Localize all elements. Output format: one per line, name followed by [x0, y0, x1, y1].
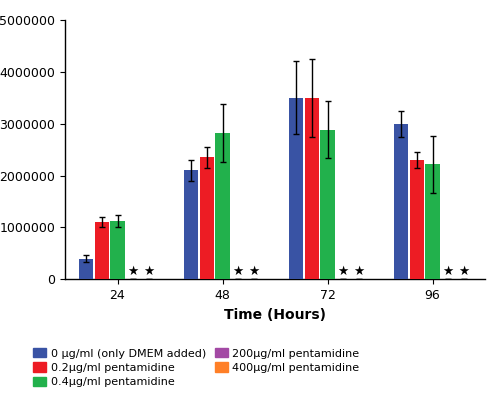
Bar	[289, 98, 303, 279]
Bar	[394, 124, 408, 279]
X-axis label: Time (Hours): Time (Hours)	[224, 308, 326, 322]
Text: ★: ★	[232, 265, 244, 278]
Bar	[410, 160, 424, 279]
Bar	[184, 170, 198, 279]
Text: ★: ★	[458, 265, 469, 278]
Bar	[320, 130, 334, 279]
Text: ★: ★	[128, 265, 139, 278]
Bar	[110, 221, 124, 279]
Text: ★: ★	[144, 265, 154, 278]
Text: ★: ★	[354, 265, 364, 278]
Bar	[200, 158, 214, 279]
Bar	[304, 98, 319, 279]
Bar	[79, 259, 93, 279]
Text: ★: ★	[338, 265, 349, 278]
Bar	[94, 222, 109, 279]
Bar	[426, 164, 440, 279]
Text: ★: ★	[442, 265, 454, 278]
Legend: 0 μg/ml (only DMEM added), 0.2μg/ml pentamidine, 0.4μg/ml pentamidine, 200μg/ml : 0 μg/ml (only DMEM added), 0.2μg/ml pent…	[30, 346, 362, 389]
Bar	[216, 133, 230, 279]
Text: ★: ★	[248, 265, 260, 278]
